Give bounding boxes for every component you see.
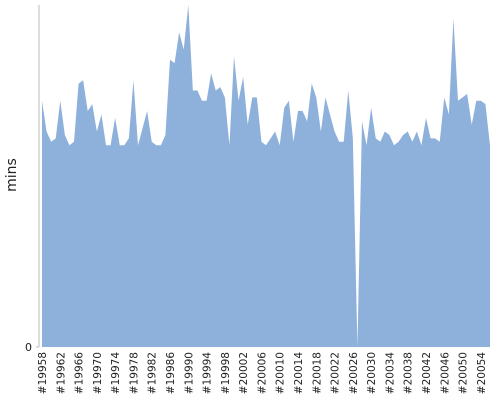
x-tick-label: #19970	[92, 352, 104, 394]
x-tick-label: #20022	[330, 352, 342, 394]
x-tick-label: #19978	[128, 352, 140, 394]
x-tick-label: #20026	[348, 352, 360, 395]
x-tick-label: #20010	[275, 352, 287, 394]
x-tick-label: #19990	[183, 352, 195, 394]
x-tick-label: #19982	[147, 352, 159, 394]
x-tick-label: #19962	[55, 352, 67, 394]
x-tick-label: #20034	[384, 352, 396, 395]
x-tick-label: #20042	[421, 352, 433, 394]
x-tick-label: #20002	[238, 352, 250, 394]
x-tick-label: #19966	[74, 352, 86, 395]
area	[42, 5, 490, 347]
x-tick-label: #20014	[293, 352, 305, 395]
x-tick-label: #20018	[311, 352, 323, 394]
x-tick-label: #20050	[458, 352, 470, 394]
y-axis-label: mins	[4, 158, 20, 192]
x-tick-label: #20006	[256, 352, 268, 395]
y-tick-label: 0	[25, 341, 32, 354]
x-tick-label: #20046	[439, 352, 451, 395]
x-tick-label: #19994	[202, 352, 214, 395]
x-tick-label: #20054	[476, 352, 488, 395]
x-tick-label: #20030	[366, 352, 378, 394]
x-tick-label: #19958	[37, 352, 49, 394]
x-tick-label: #19974	[110, 352, 122, 395]
x-tick-label: #20038	[403, 352, 415, 394]
x-tick-label: #19986	[165, 352, 177, 395]
x-tick-label: #19998	[220, 352, 232, 394]
